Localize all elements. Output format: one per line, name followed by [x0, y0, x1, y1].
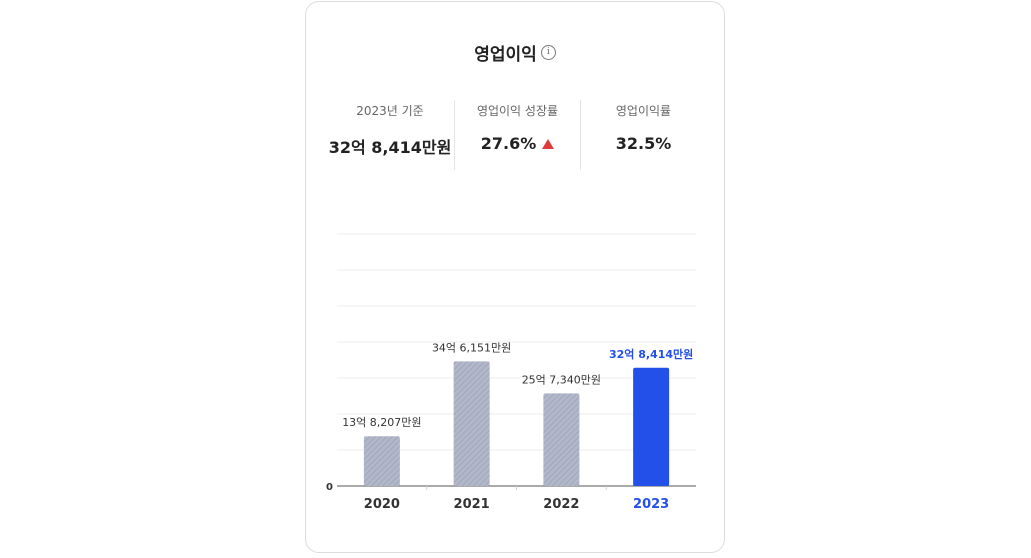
card-header: 영업이익 i	[306, 40, 724, 65]
data-label: 13억 8,207만원	[342, 416, 421, 429]
x-tick-label: 2022	[543, 497, 579, 512]
stat-divider	[580, 100, 581, 170]
x-tick-label: 2020	[364, 497, 400, 512]
x-tick-label: 2023	[633, 497, 669, 512]
bar-2020[interactable]	[363, 436, 400, 486]
y-tick-label: 0	[326, 482, 333, 493]
bar-2022[interactable]	[543, 393, 580, 486]
bar-2021[interactable]	[453, 361, 490, 486]
stat-label: 2023년 기준	[356, 104, 424, 118]
stat-margin: 영업이익률 32.5%	[581, 100, 706, 170]
stat-label: 영업이익 성장률	[476, 104, 559, 118]
stat-value: 32억 8,414만원	[328, 138, 452, 157]
trend-up-icon	[542, 138, 555, 149]
operating-profit-card: 영업이익 i 2023년 기준 32억 8,414만원 영업이익 성장률 27.…	[305, 1, 725, 553]
data-label: 34억 6,151만원	[432, 341, 511, 354]
info-icon[interactable]: i	[540, 45, 556, 60]
stat-growth-rate: 영업이익 성장률 27.6%	[455, 100, 580, 170]
stat-label: 영업이익률	[615, 104, 672, 118]
data-label: 25억 7,340만원	[522, 373, 601, 386]
stat-divider	[454, 100, 455, 170]
data-label: 32억 8,414만원	[609, 347, 693, 361]
operating-profit-bar-chart: 0 2020 13억 8,207만원 2021 34억 6,151만원 2022 25억 7…	[326, 233, 696, 512]
bar-2023[interactable]	[633, 367, 670, 486]
card-title: 영업이익	[474, 45, 537, 65]
stat-base-year: 2023년 기준 32억 8,414만원	[326, 100, 454, 170]
stat-value: 32.5%	[615, 134, 672, 153]
stats-summary: 2023년 기준 32억 8,414만원 영업이익 성장률 27.6% 영업이익…	[326, 100, 706, 170]
stat-value: 27.6%	[480, 134, 537, 153]
x-tick-label: 2021	[454, 497, 490, 512]
